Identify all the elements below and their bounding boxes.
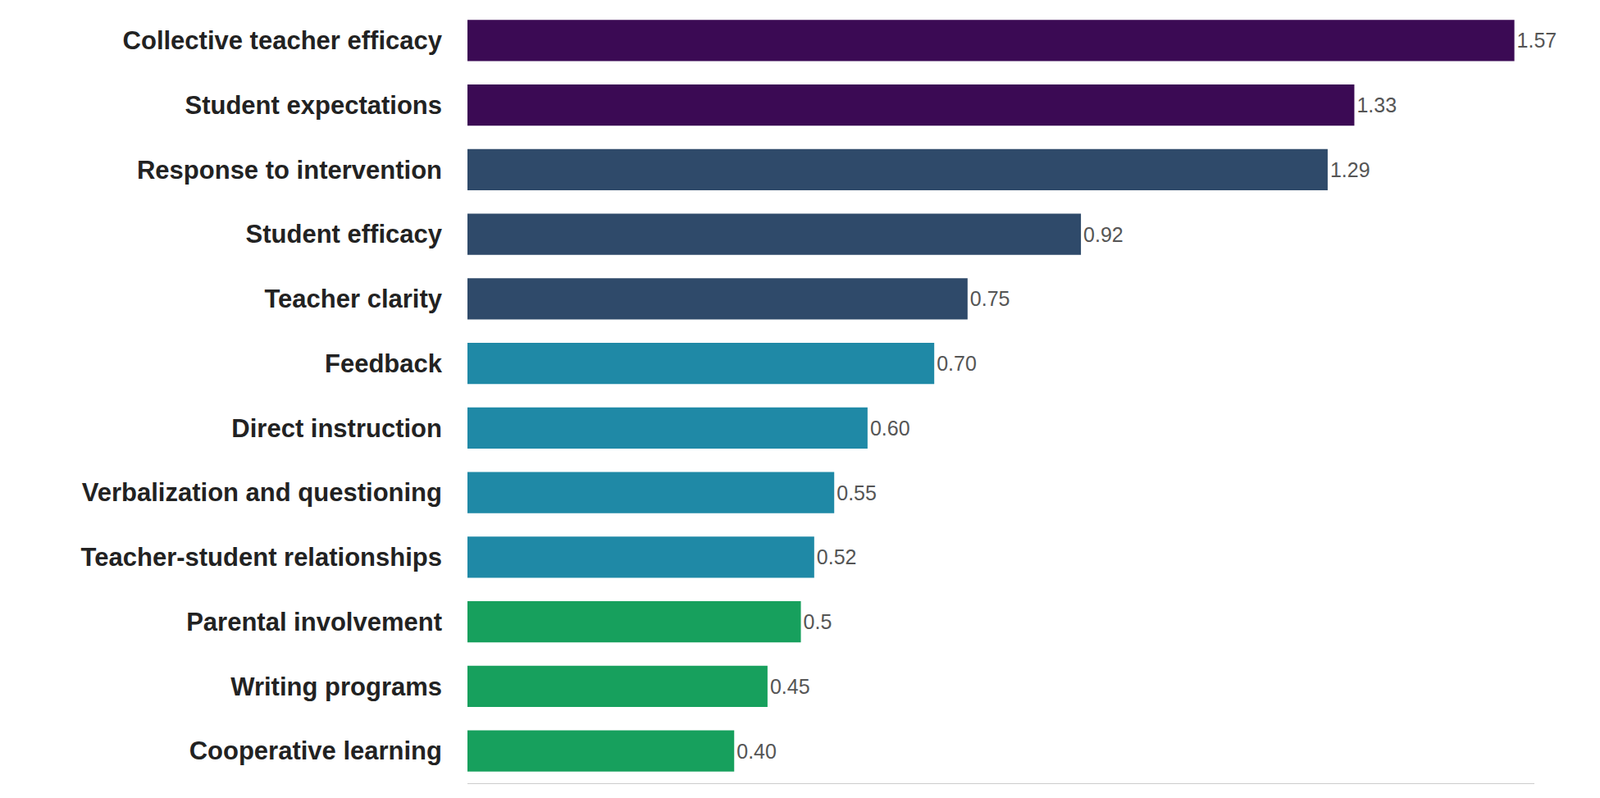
svg-text:Student expectations: Student expectations (185, 91, 443, 120)
svg-text:Writing programs: Writing programs (230, 672, 443, 702)
svg-text:Verbalization and questioning: Verbalization and questioning (82, 478, 443, 507)
svg-text:Cooperative learning: Cooperative learning (189, 736, 443, 766)
svg-text:Collective teacher efficacy: Collective teacher efficacy (123, 26, 443, 55)
svg-text:1.33: 1.33 (1356, 93, 1397, 117)
svg-text:0.75: 0.75 (970, 287, 1011, 310)
svg-text:0.70: 0.70 (936, 351, 977, 375)
svg-text:0.92: 0.92 (1083, 223, 1124, 247)
svg-text:0.60: 0.60 (870, 416, 911, 440)
svg-text:0.55: 0.55 (836, 481, 877, 505)
svg-text:Response to intervention: Response to intervention (136, 155, 443, 185)
svg-text:Student efficacy: Student efficacy (246, 219, 443, 249)
svg-text:Teacher clarity: Teacher clarity (264, 284, 443, 314)
svg-text:0.45: 0.45 (770, 674, 811, 698)
svg-text:Direct instruction: Direct instruction (231, 414, 443, 443)
svg-text:0.52: 0.52 (816, 545, 857, 569)
svg-text:0.5: 0.5 (803, 610, 833, 634)
svg-text:0.40: 0.40 (736, 739, 777, 763)
svg-text:Feedback: Feedback (324, 349, 443, 379)
svg-text:Teacher-student relationships: Teacher-student relationships (81, 542, 443, 572)
svg-text:Parental involvement: Parental involvement (186, 607, 443, 637)
svg-text:1.29: 1.29 (1330, 158, 1371, 182)
svg-text:1.57: 1.57 (1517, 28, 1558, 52)
